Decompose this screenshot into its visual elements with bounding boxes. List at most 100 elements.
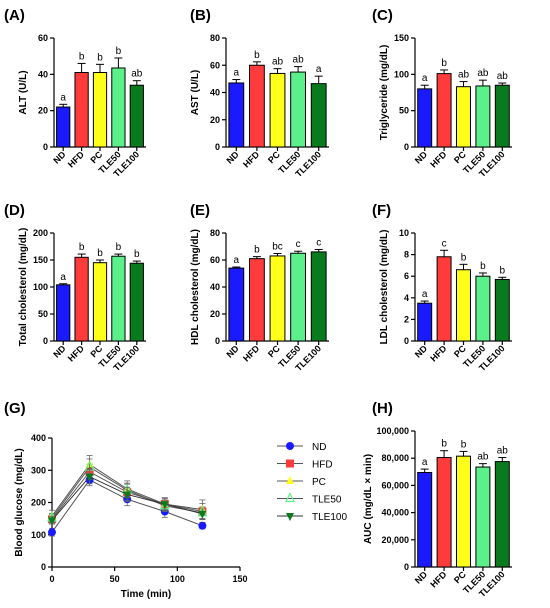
bar-hfd (436, 457, 452, 568)
y-tick-label: 0 (215, 336, 220, 346)
marker-circle (48, 528, 56, 537)
significance-letter: a (422, 457, 428, 468)
bar-hfd (74, 72, 89, 148)
y-tick-label: 200 (31, 498, 46, 508)
significance-letter: a (60, 92, 66, 103)
y-tick-label: 60,000 (381, 480, 409, 490)
significance-letter: b (254, 245, 260, 256)
bar-tle100 (310, 251, 327, 342)
x-tick-label: HFD (66, 149, 87, 170)
y-tick-label: 20,000 (381, 535, 409, 545)
bar-pc (269, 72, 286, 148)
x-tick-label: ND (413, 343, 430, 360)
significance-letter: ab (497, 446, 509, 457)
x-tick-label: HFD (428, 149, 449, 170)
y-axis-label: HDL cholesterol (mg/dL) (190, 229, 201, 345)
x-axis-label: Time (min) (121, 589, 171, 600)
y-tick-label: 2 (404, 314, 409, 324)
marker-triangle-down (85, 473, 94, 482)
y-tick-label: 300 (31, 465, 46, 475)
significance-letter: b (480, 261, 486, 272)
panel-label: (D) (4, 202, 25, 219)
y-axis-label: Blood glucose (mg/dL) (14, 448, 25, 556)
legend-label: TLE50 (312, 495, 342, 506)
y-tick-label: 80 (210, 33, 220, 43)
bar-tle100 (310, 83, 327, 148)
y-tick-label: 40 (210, 282, 220, 292)
significance-letter: bc (272, 242, 283, 253)
bar-tle50 (475, 466, 491, 568)
x-tick-label: ND (413, 149, 430, 166)
significance-letter: ab (497, 71, 509, 82)
significance-letter: a (422, 289, 428, 300)
y-axis-label: AUC (mg/dL × min) (363, 454, 374, 544)
y-tick-label: 0 (41, 562, 46, 572)
marker-triangle-down (198, 510, 207, 519)
bar-tle50 (475, 275, 491, 342)
bar-nd (417, 302, 433, 342)
y-tick-label: 100 (33, 282, 48, 292)
bar-tle50 (290, 71, 307, 148)
y-tick-label: 100 (31, 530, 46, 540)
bar-hfd (436, 256, 452, 342)
y-tick-label: 60 (38, 33, 48, 43)
bar-hfd (74, 256, 89, 342)
significance-letter: a (422, 73, 428, 84)
x-tick-label: 150 (232, 574, 247, 584)
bar-tle50 (290, 252, 307, 342)
y-tick-label: 0 (404, 562, 409, 572)
y-tick-label: 150 (394, 33, 409, 43)
bar-pc (269, 255, 286, 342)
marker-square (286, 459, 294, 468)
significance-letter: a (234, 255, 240, 266)
bar-nd (56, 284, 71, 342)
x-tick-label: ND (224, 149, 241, 166)
bar-tle50 (111, 67, 126, 148)
significance-letter: b (97, 248, 103, 259)
y-tick-label: 20 (210, 309, 220, 319)
significance-letter: b (461, 252, 467, 263)
panel-f: (F) 0 2 4 6 8 10 LDL cholesterol (mg/dL) a ND c HFD… (372, 202, 512, 373)
significance-letter: ab (131, 69, 143, 80)
y-tick-label: 6 (404, 271, 409, 281)
significance-letter: b (461, 439, 467, 450)
significance-letter: a (234, 68, 240, 79)
legend-label: ND (312, 442, 326, 453)
significance-letter: b (134, 249, 140, 260)
marker-circle (198, 521, 207, 530)
panel-label: (H) (372, 400, 393, 417)
significance-letter: b (79, 51, 85, 62)
significance-letter: c (442, 238, 447, 249)
x-tick-label: HFD (241, 343, 262, 364)
bar-tle100 (129, 262, 144, 342)
y-tick-label: 4 (404, 293, 409, 303)
bar-nd (417, 471, 433, 568)
y-tick-label: 80 (210, 228, 220, 238)
x-tick-label: HFD (66, 343, 87, 364)
panel-label: (B) (190, 7, 211, 24)
y-tick-label: 8 (404, 250, 409, 260)
y-tick-label: 200 (33, 228, 48, 238)
bar-pc (456, 269, 471, 342)
significance-letter: b (116, 46, 122, 57)
marker-circle (286, 442, 294, 450)
y-tick-label: 40 (38, 69, 48, 79)
y-tick-label: 50 (38, 309, 48, 319)
x-tick-label: 100 (170, 574, 185, 584)
significance-letter: ab (458, 70, 470, 81)
x-tick-label: 0 (49, 574, 54, 584)
significance-letter: ab (272, 57, 284, 68)
x-tick-label: PC (266, 149, 282, 165)
significance-letter: a (60, 272, 66, 283)
legend-label: TLE100 (312, 512, 347, 523)
y-tick-label: 60 (210, 255, 220, 265)
y-tick-label: 60 (210, 60, 220, 70)
significance-letter: c (296, 239, 301, 250)
y-tick-label: 0 (215, 142, 220, 152)
y-axis-label: ALT (U/L) (18, 70, 29, 114)
y-tick-label: 150 (33, 255, 48, 265)
marker-triangle-open (285, 492, 295, 503)
significance-letter: b (116, 242, 122, 253)
legend-label: PC (312, 477, 326, 488)
significance-letter: b (441, 439, 447, 450)
